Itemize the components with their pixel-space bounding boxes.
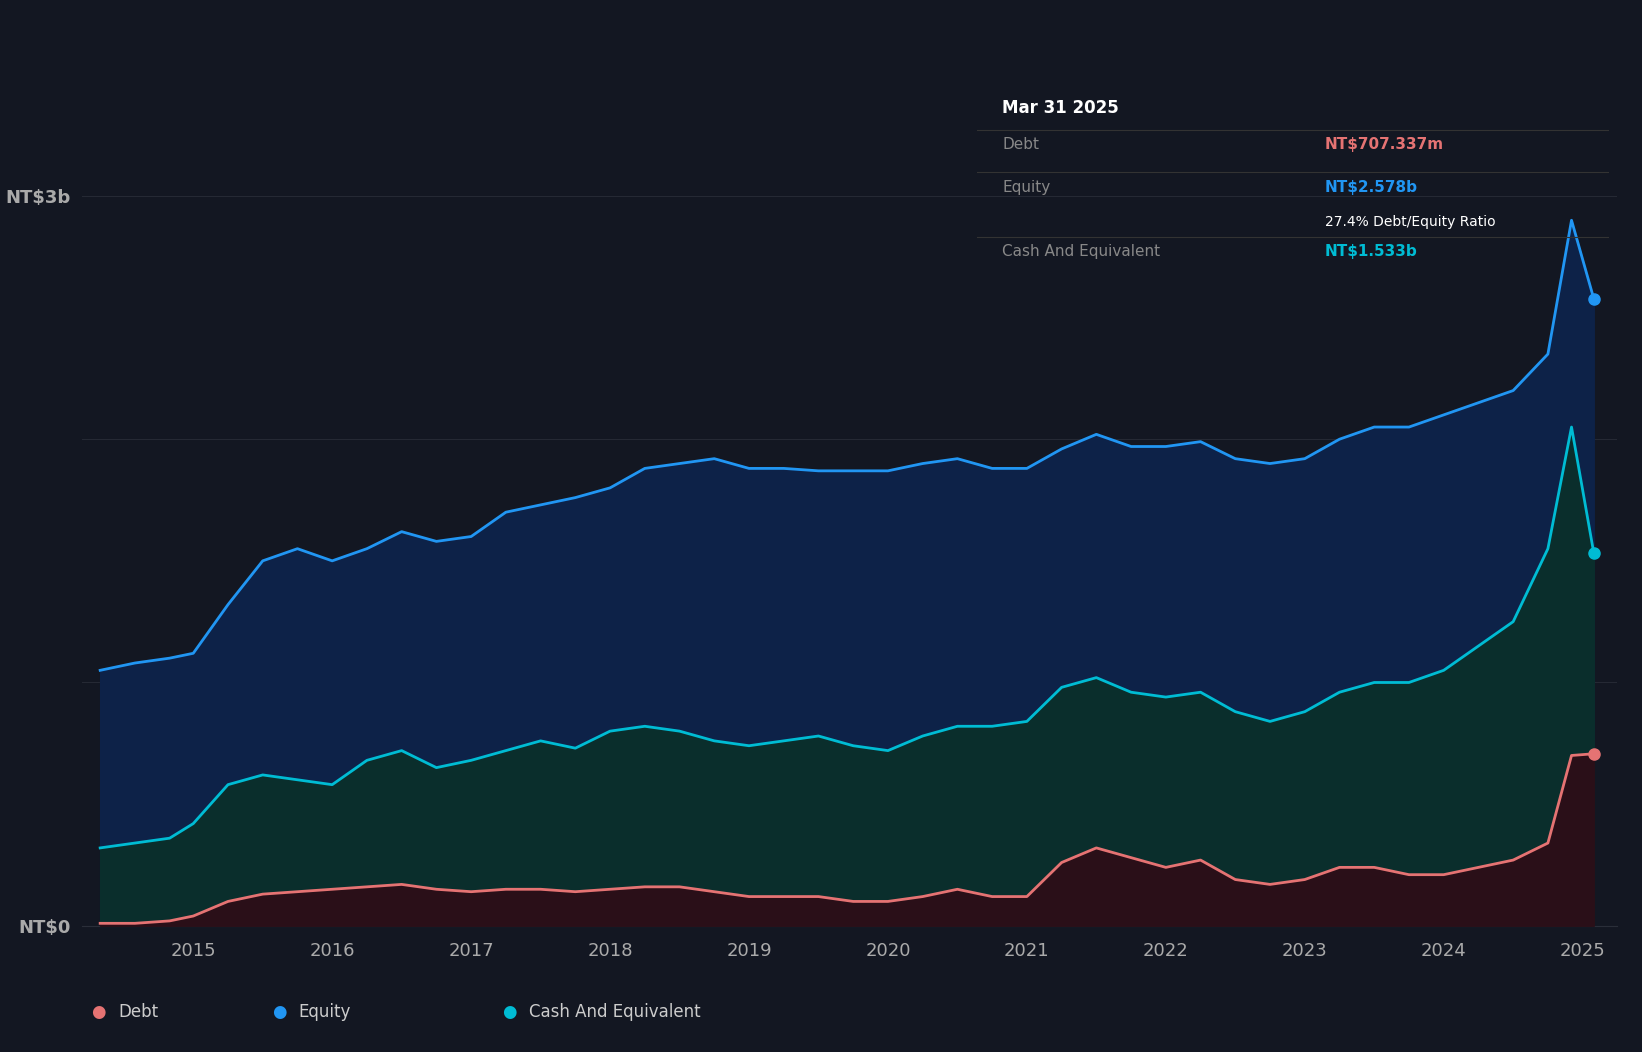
Text: ●: ● (273, 1003, 286, 1021)
Text: NT$707.337m: NT$707.337m (1325, 137, 1443, 153)
Text: NT$1.533b: NT$1.533b (1325, 244, 1417, 259)
Text: Mar 31 2025: Mar 31 2025 (1002, 99, 1120, 117)
Text: ●: ● (92, 1003, 105, 1021)
Text: Debt: Debt (118, 1003, 158, 1021)
Text: Debt: Debt (1002, 137, 1039, 153)
Text: ●: ● (502, 1003, 516, 1021)
Text: Equity: Equity (299, 1003, 351, 1021)
Text: Cash And Equivalent: Cash And Equivalent (529, 1003, 701, 1021)
Text: 27.4% Debt/Equity Ratio: 27.4% Debt/Equity Ratio (1325, 215, 1496, 228)
Text: Equity: Equity (1002, 180, 1051, 195)
Text: Cash And Equivalent: Cash And Equivalent (1002, 244, 1161, 259)
Text: NT$2.578b: NT$2.578b (1325, 180, 1417, 195)
